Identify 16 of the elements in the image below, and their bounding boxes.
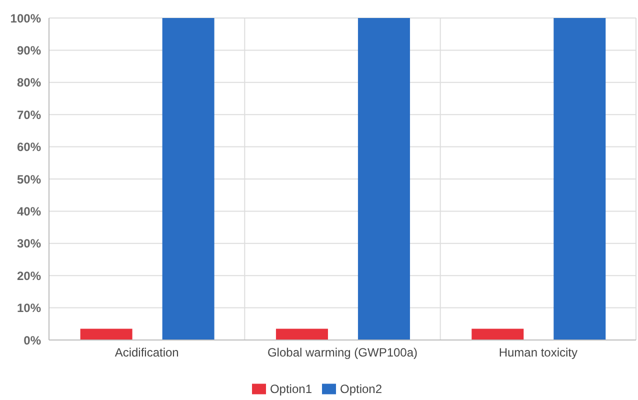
y-tick-label: 10%: [16, 301, 42, 316]
x-tick-label: Global warming (GWP100a): [267, 346, 418, 360]
y-tick-label: 0%: [24, 333, 42, 348]
legend-label: Option2: [340, 382, 382, 396]
y-tick-label: 90%: [16, 43, 42, 58]
y-tick-label: 50%: [16, 172, 42, 186]
y-tick-label: 70%: [16, 108, 42, 122]
y-tick-label: 30%: [16, 236, 42, 251]
y-tick-label: 100%: [10, 11, 42, 26]
x-tick-label: Human toxicity: [498, 346, 578, 360]
y-tick-label: 60%: [16, 140, 42, 154]
x-tick-label: Acidification: [114, 346, 179, 360]
y-tick-label: 80%: [16, 76, 42, 90]
legend-label: Option1: [270, 382, 312, 396]
y-tick-label: 40%: [16, 204, 42, 218]
y-tick-label: 20%: [16, 268, 42, 283]
